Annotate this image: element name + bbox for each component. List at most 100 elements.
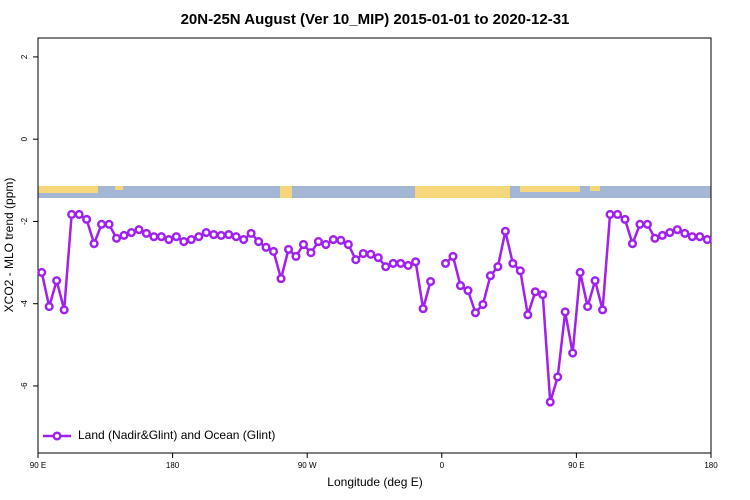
data-point [306, 248, 316, 258]
data-point [231, 232, 241, 242]
data-point [470, 308, 481, 318]
y-axis-label: XCO2 - MLO trend (ppm) [2, 178, 16, 313]
data-point [627, 239, 638, 249]
data-point [104, 219, 114, 229]
data-point [283, 244, 294, 254]
data-point [141, 228, 151, 238]
data-point [74, 209, 84, 219]
data-line [40, 213, 432, 311]
data-point [508, 258, 518, 268]
data-point [657, 230, 667, 240]
data-point [478, 299, 488, 310]
map-strip [38, 186, 711, 198]
data-point [485, 271, 495, 281]
data-point [598, 305, 608, 315]
data-point [149, 232, 159, 242]
data-point [680, 228, 690, 238]
data-point [336, 235, 346, 245]
data-point [351, 255, 361, 265]
x-tick-label: 90 W [298, 461, 317, 470]
data-point [246, 228, 256, 238]
data-point [291, 251, 301, 261]
data-point [650, 233, 660, 243]
x-tick-label: 0 [440, 461, 445, 470]
data-point [82, 214, 92, 224]
data-point [313, 237, 323, 247]
x-tick-label: 180 [166, 461, 180, 470]
y-tick-label: -2 [20, 217, 29, 225]
data-point [403, 260, 413, 270]
data-point [186, 234, 196, 245]
data-point [269, 246, 279, 257]
data-point [254, 237, 264, 247]
data-point [426, 276, 436, 287]
data-point [672, 225, 682, 235]
data-point [276, 274, 286, 284]
chart-title: 20N-25N August (Ver 10_MIP) 2015-01-01 t… [181, 11, 570, 28]
data-point [553, 372, 563, 382]
data-point [500, 226, 510, 236]
data-point [44, 302, 54, 312]
data-point [590, 276, 600, 286]
data-point [545, 397, 555, 407]
data-point [560, 307, 570, 317]
data-point [493, 262, 503, 272]
data-point [111, 233, 122, 243]
data-point [201, 227, 211, 238]
data-point [261, 242, 271, 252]
data-point [134, 225, 144, 235]
data-point [171, 232, 181, 242]
data-point [687, 232, 697, 242]
data-point [523, 310, 533, 320]
data-point [388, 258, 398, 268]
data-point [665, 227, 675, 238]
data-point [321, 239, 331, 250]
data-point [179, 237, 189, 247]
data-point [194, 232, 204, 242]
data-point [52, 276, 62, 286]
data-point [642, 219, 652, 229]
data-point [366, 249, 376, 259]
data-point [216, 230, 226, 240]
x-axis-label: Longitude (deg E) [327, 475, 422, 489]
data-point [209, 230, 219, 240]
data-point [448, 251, 458, 261]
data-point [381, 262, 391, 272]
data-point [635, 219, 645, 229]
data-point [126, 227, 137, 238]
data-point [702, 234, 712, 245]
plot-frame [37, 37, 712, 454]
data-point [37, 267, 47, 277]
data-point [605, 209, 615, 219]
data-point [89, 239, 99, 249]
y-tick-label: 2 [20, 54, 29, 59]
x-tick-label: 180 [704, 461, 718, 470]
y-tick-label: -4 [20, 300, 29, 308]
x-tick-label: 90 E [568, 461, 584, 470]
data-point [463, 285, 473, 296]
data-point [440, 258, 451, 268]
y-tick-label: 0 [20, 136, 29, 141]
data-point [119, 230, 129, 240]
data-point [358, 248, 368, 259]
data-point [328, 234, 338, 245]
data-point [343, 239, 353, 250]
data-point [97, 219, 107, 229]
data-point [612, 209, 623, 219]
data-point [396, 258, 406, 268]
legend-marker [52, 431, 62, 441]
y-tick-label: -6 [20, 382, 29, 390]
data-point [620, 214, 630, 224]
data-point [59, 305, 69, 315]
data-point [298, 239, 309, 250]
data-point [538, 290, 548, 300]
x-tick-label: 90 E [30, 461, 46, 470]
data-point [583, 302, 593, 312]
data-point [515, 266, 525, 276]
data-point [530, 287, 540, 297]
data-point [695, 232, 705, 242]
data-point [411, 257, 421, 267]
data-point [156, 232, 166, 242]
data-point [164, 234, 174, 245]
